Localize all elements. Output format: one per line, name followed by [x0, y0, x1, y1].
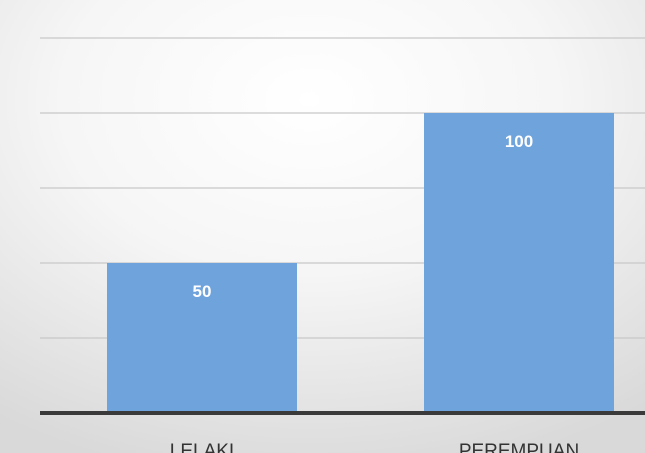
- x-tick-label: LELAKI: [170, 441, 234, 453]
- data-label: 50: [193, 282, 212, 301]
- data-label: 100: [505, 132, 533, 151]
- bar: [424, 113, 614, 413]
- bar: [107, 263, 297, 413]
- labels: 50 LELAKI 100 PEREMPUAN: [170, 132, 579, 453]
- x-tick-label: PEREMPUAN: [459, 441, 579, 453]
- bars: [107, 113, 614, 413]
